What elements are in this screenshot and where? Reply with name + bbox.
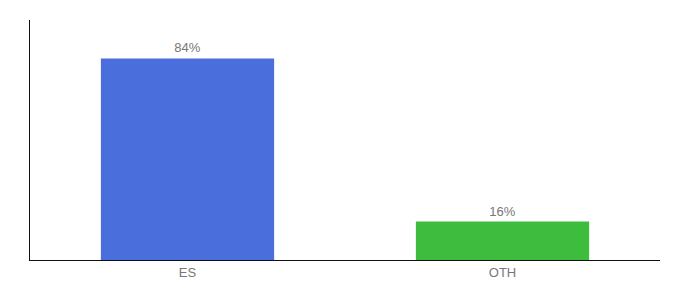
svg-text:16%: 16% <box>489 204 515 219</box>
svg-text:84%: 84% <box>174 40 200 55</box>
svg-text:ES: ES <box>179 265 197 280</box>
svg-text:OTH: OTH <box>489 265 516 280</box>
